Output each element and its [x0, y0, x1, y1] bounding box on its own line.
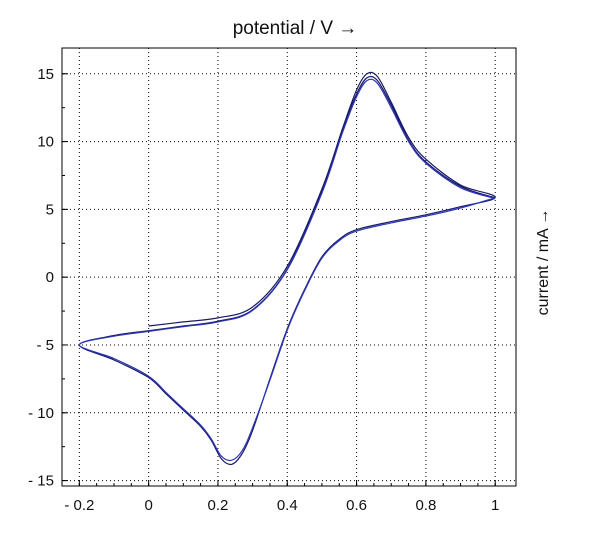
- y-tick-label: 0: [46, 269, 54, 286]
- plot-frame: [61, 47, 517, 487]
- y-tick-label: - 5: [36, 337, 54, 354]
- y-tick-label: - 10: [28, 405, 54, 422]
- cv-trace-2: [78, 78, 496, 462]
- x-tick-label: 0.6: [346, 497, 367, 514]
- y-tick-label: 5: [46, 201, 54, 218]
- x-tick-label: 0.2: [208, 497, 229, 514]
- y-axis-label: current / mA →: [535, 209, 552, 316]
- chart-title: potential / V →: [233, 18, 358, 39]
- y-tick-label: - 15: [28, 473, 54, 490]
- y-tick-label: 15: [37, 66, 54, 83]
- x-tick-label: 1: [491, 497, 499, 514]
- y-tick-label: 10: [37, 134, 54, 151]
- axis-ticks: - 0.2 0 0.2 0.4 0.6 0.8 1 - 15 - 10 - 5 0 5 10 15: [28, 66, 499, 514]
- cv-trace-1: [78, 71, 496, 466]
- data-traces: [78, 71, 496, 466]
- x-tick-label: 0: [144, 497, 152, 514]
- x-tick-label: - 0.2: [64, 497, 94, 514]
- x-tick-label: 0.8: [415, 497, 436, 514]
- x-tick-label: 0.4: [277, 497, 298, 514]
